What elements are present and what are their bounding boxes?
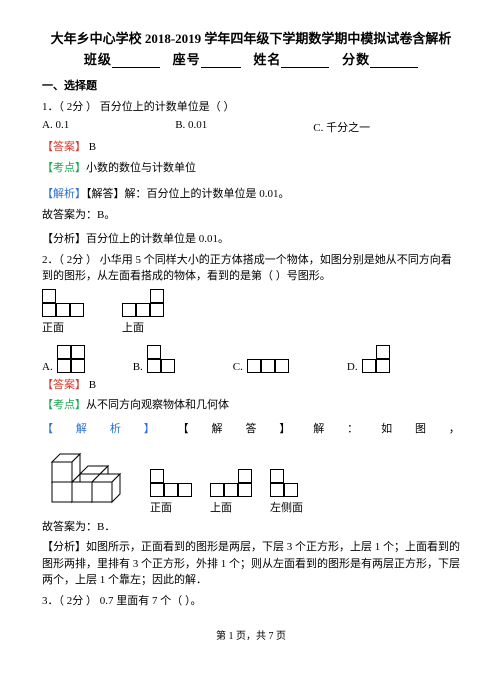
q2-front-view: 正面 — [42, 289, 84, 335]
q1-opt-a: A. 0.1 — [42, 119, 69, 135]
q1-answer: 【答案】 B — [42, 139, 460, 156]
q1-kaodian: 【考点】小数的数位与计数单位 — [42, 160, 460, 177]
t: 析 — [110, 420, 121, 436]
q2-conclusion: 故答案为：B． — [42, 519, 460, 536]
kp-text: 小数的数位与计数单位 — [86, 162, 196, 174]
cap-top2: 上面 — [210, 499, 252, 515]
q2-stem: 2．（ 2分 ） 小华用 5 个同样大小的正方体搭成一个物体，如图分别是她从不同… — [42, 252, 460, 285]
q2-jiexi-row: 【 解 析 】 【 解 答 】 解 ： 如 图 ， — [42, 420, 460, 436]
t: 解 — [212, 420, 223, 436]
q2-solution-figs: 正面 上面 左侧面 — [42, 442, 460, 515]
cap-left: 左侧面 — [270, 499, 304, 515]
field-seat: 座号 — [173, 52, 201, 67]
q2-fenxi: 【分析】如图所示，正面看到的图形是两层，下层 3 个正方形，上层 1 个；上面看… — [42, 539, 460, 589]
cap-front2: 正面 — [150, 499, 192, 515]
blank-class — [112, 55, 160, 68]
t: 】 — [279, 420, 290, 436]
answer-label: 【答案】 — [42, 141, 86, 153]
q1-opt-c: C. 千分之一 — [313, 119, 370, 135]
q2-kaodian: 【考点】从不同方向观察物体和几何体 — [42, 397, 460, 414]
field-name: 姓名 — [253, 52, 281, 67]
sol-top: 上面 — [210, 469, 252, 515]
cube-3d — [42, 442, 132, 515]
t: 解 — [313, 420, 324, 436]
cube-svg — [42, 442, 132, 512]
t: 】 — [144, 420, 155, 436]
kp-label: 【考点】 — [42, 399, 86, 411]
t: 解 — [76, 420, 87, 436]
cap-front: 正面 — [42, 319, 84, 335]
q2-opt-c-fig — [247, 359, 289, 373]
blank-name — [281, 55, 329, 68]
q1-opt-b: B. 0.01 — [175, 119, 207, 135]
t: 答 — [245, 420, 256, 436]
answer-value: B — [89, 141, 96, 153]
q2-views: 正面 上面 — [42, 289, 460, 335]
q1-fenxi: 【分析】百分位上的计数单位是 0.01。 — [42, 231, 460, 248]
kp-label: 【考点】 — [42, 162, 86, 174]
t: 【 — [42, 420, 53, 436]
t: 【 — [178, 420, 189, 436]
t: ： — [347, 420, 358, 436]
q2-opt-c-label: C. — [233, 361, 243, 373]
q2-opt-a-label: A. — [42, 361, 53, 373]
q2-opt-b-label: B. — [133, 361, 143, 373]
t: 图 — [415, 420, 426, 436]
q2-opt-d-label: D. — [347, 361, 358, 373]
blank-seat — [201, 55, 241, 68]
q2-opt-a-fig — [57, 345, 85, 373]
q1-stem: 1．（ 2分 ） 百分位上的计数单位是（ ） — [42, 99, 460, 116]
blank-score — [370, 55, 418, 68]
answer-value: B — [89, 379, 96, 391]
jx-text: 【解答】解：百分位上的计数单位是 0.01。 — [86, 188, 290, 200]
page-footer: 第 1 页，共 7 页 — [42, 627, 460, 642]
doc-title: 大年乡中心学校 2018-2019 学年四年级下学期数学期中模拟试卷含解析 — [42, 28, 460, 47]
t: 如 — [381, 420, 392, 436]
section-1-heading: 一、选择题 — [42, 78, 460, 95]
q2-options: A. B. C. D. — [42, 345, 460, 373]
q3-stem: 3．（ 2分 ） 0.7 里面有 7 个（ ）。 — [42, 593, 460, 610]
q2-opt-d-fig — [362, 345, 390, 373]
sol-left: 左侧面 — [270, 469, 304, 515]
kp-text: 从不同方向观察物体和几何体 — [86, 399, 229, 411]
cap-top: 上面 — [122, 319, 164, 335]
q1-options: A. 0.1 B. 0.01 C. 千分之一 — [42, 119, 460, 135]
field-score: 分数 — [342, 52, 370, 67]
answer-label: 【答案】 — [42, 379, 86, 391]
field-row: 班级 座号 姓名 分数 — [42, 49, 460, 68]
jx-label: 【解析】 — [42, 188, 86, 200]
t: ， — [449, 420, 460, 436]
q1-jiexi: 【解析】【解答】解：百分位上的计数单位是 0.01。 — [42, 186, 460, 203]
field-class: 班级 — [84, 52, 112, 67]
q2-opt-b-fig — [147, 345, 175, 373]
q2-answer: 【答案】 B — [42, 377, 460, 394]
q1-conclusion: 故答案为：B。 — [42, 207, 460, 224]
q2-top-view: 上面 — [122, 289, 164, 335]
sol-front: 正面 — [150, 469, 192, 515]
